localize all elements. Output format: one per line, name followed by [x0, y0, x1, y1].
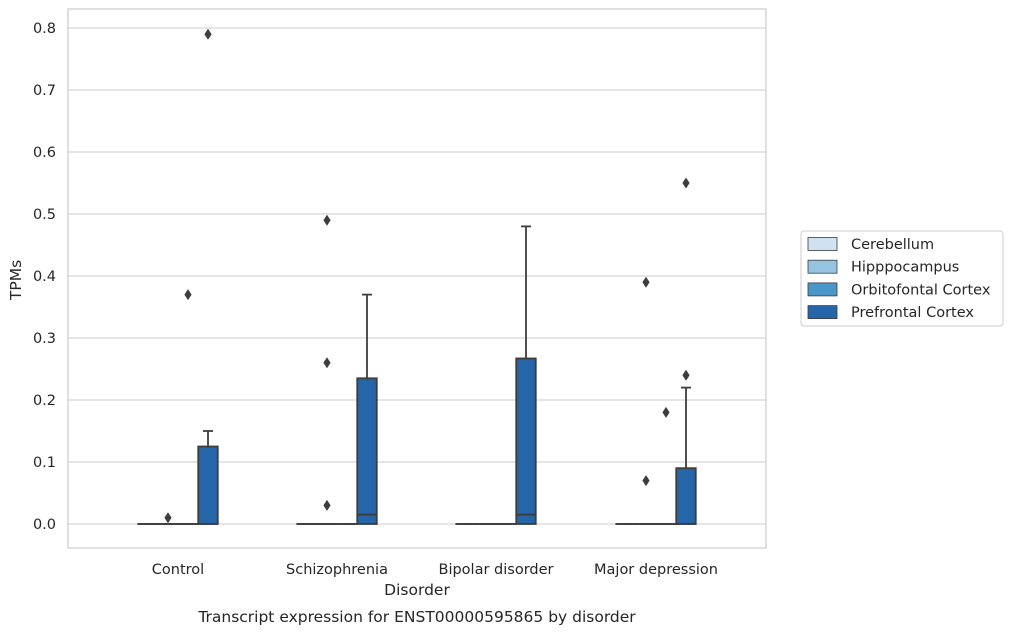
box-body — [197, 445, 219, 525]
x-tick-label: Bipolar disorder — [439, 562, 554, 578]
outlier-point — [682, 369, 690, 381]
box-body — [515, 357, 537, 525]
outlier-point — [184, 289, 192, 301]
box-hipppocampus — [316, 214, 338, 525]
box-prefrontal-cortex — [356, 293, 378, 525]
legend-frame — [800, 230, 1004, 327]
legend-label: Cerebellum — [851, 237, 934, 253]
outlier-point — [642, 276, 650, 288]
legend-label: Hipppocampus — [851, 260, 959, 276]
legend: Cerebellum Hipppocampus Orbitofontal Corte… — [800, 230, 1004, 327]
outlier-point — [323, 214, 331, 226]
legend-swatch — [807, 282, 838, 297]
legend-items: Cerebellum Hipppocampus Orbitofontal Corte… — [807, 237, 991, 321]
legend-label: Orbitofontal Cortex — [851, 282, 991, 298]
box-body — [675, 467, 697, 525]
legend-label: Prefrontal Cortex — [851, 305, 974, 321]
x-tick-labels: Control Schizophrenia Bipolar disorder Majo… — [152, 562, 718, 578]
y-tick-label: 0.1 — [33, 455, 56, 471]
outlier-point — [323, 499, 331, 511]
y-tick-label: 0.8 — [33, 21, 56, 37]
y-axis-label: TPMs — [7, 260, 25, 301]
y-tick-label: 0.2 — [33, 393, 56, 409]
box-plots — [137, 28, 697, 525]
legend-swatch — [807, 305, 838, 320]
outlier-point — [164, 512, 172, 524]
y-tick-label: 0.5 — [33, 207, 56, 223]
x-tick-label: Major depression — [594, 562, 718, 578]
outlier-point — [204, 28, 212, 40]
legend-swatch — [807, 259, 838, 274]
chart-caption: Transcript expression for ENST0000059586… — [197, 608, 636, 626]
outlier-point — [642, 475, 650, 487]
box-hipppocampus — [157, 512, 179, 525]
outlier-point — [323, 357, 331, 369]
x-tick-label: Control — [152, 562, 204, 578]
x-tick-label: Schizophrenia — [286, 562, 388, 578]
outlier-point — [662, 406, 670, 418]
box-prefrontal-cortex — [515, 225, 537, 525]
y-tick-label: 0.4 — [33, 269, 56, 285]
plot-area-frame — [67, 8, 767, 549]
y-tick-label: 0.0 — [33, 517, 56, 533]
y-tick-labels: 0.0 0.1 0.2 0.3 0.4 0.5 0.6 0.7 0.8 — [33, 21, 56, 533]
grid-lines — [68, 27, 766, 525]
x-axis-label: Disorder — [384, 581, 450, 599]
box-prefrontal-cortex — [197, 28, 219, 525]
y-tick-label: 0.7 — [33, 83, 56, 99]
outlier-point — [682, 177, 690, 189]
y-tick-label: 0.3 — [33, 331, 56, 347]
box-prefrontal-cortex — [675, 177, 697, 525]
box-orbitofontal-cortex — [655, 406, 677, 525]
box-orbitofontal-cortex — [177, 289, 199, 525]
box-body — [356, 377, 378, 525]
y-tick-label: 0.6 — [33, 145, 56, 161]
legend-swatch — [807, 237, 838, 251]
